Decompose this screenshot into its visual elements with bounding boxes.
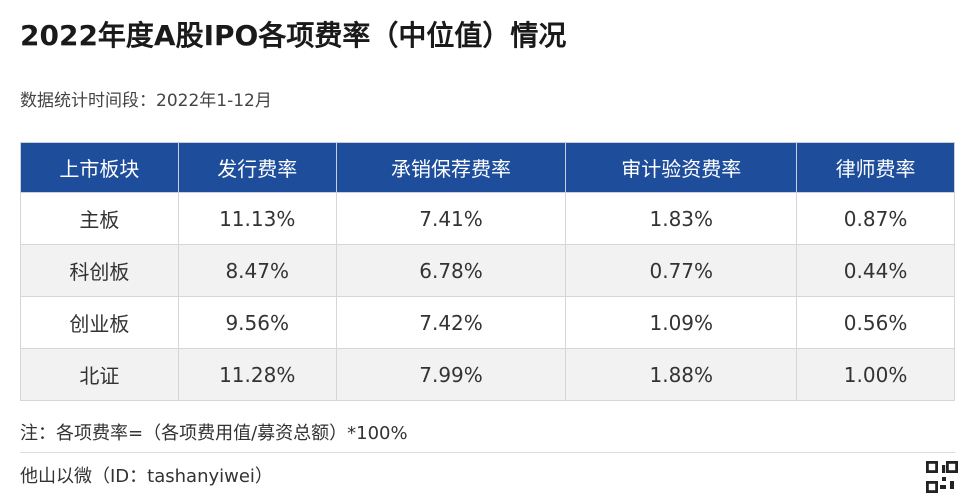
rate-cell: 1.00% <box>796 348 955 401</box>
column-header: 律师费率 <box>796 142 955 193</box>
source: 他山以微（ID：tashanyiwei） <box>20 466 273 487</box>
table-body: 主板 11.13% 7.41% 1.83% 0.87% 科创板 8.47% 6.78% 0.77… <box>20 192 955 401</box>
separator <box>20 452 955 453</box>
board-cell: 主板 <box>20 192 179 245</box>
rate-cell: 11.13% <box>177 192 337 245</box>
rate-cell: 7.42% <box>335 296 567 349</box>
table-row: 科创板 8.47% 6.78% 0.77% 0.44% <box>20 244 955 297</box>
rate-cell: 0.44% <box>796 244 955 297</box>
board-cell: 北证 <box>20 348 179 401</box>
rate-cell: 0.56% <box>796 296 955 349</box>
subtitle: 数据统计时间段：2022年1-12月 <box>20 91 272 111</box>
fee-table: 上市板块 发行费率 承销保荐费率 审计验资费率 律师费率 主板 11.13% 7.41% 1.… <box>20 142 955 401</box>
header-row: 上市板块 发行费率 承销保荐费率 审计验资费率 律师费率 <box>20 142 955 193</box>
table-row: 北证 11.28% 7.99% 1.88% 1.00% <box>20 348 955 401</box>
table-row: 创业板 9.56% 7.42% 1.09% 0.56% <box>20 296 955 349</box>
column-header: 上市板块 <box>20 142 179 193</box>
rate-cell: 1.09% <box>565 296 798 349</box>
note: 注：各项费率=（各项费用值/募资总额）*100% <box>20 423 408 444</box>
qr-code <box>926 461 958 493</box>
board-cell: 科创板 <box>20 244 179 297</box>
title: 2022年度A股IPO各项费率（中位值）情况 <box>20 19 567 52</box>
rate-cell: 6.78% <box>335 244 567 297</box>
column-header: 发行费率 <box>177 142 337 193</box>
rate-cell: 8.47% <box>177 244 337 297</box>
rate-cell: 7.99% <box>335 348 567 401</box>
rate-cell: 7.41% <box>335 192 567 245</box>
column-header: 承销保荐费率 <box>335 142 567 193</box>
rate-cell: 1.83% <box>565 192 798 245</box>
rate-cell: 1.88% <box>565 348 798 401</box>
board-cell: 创业板 <box>20 296 179 349</box>
rate-cell: 9.56% <box>177 296 337 349</box>
rate-cell: 0.77% <box>565 244 798 297</box>
rate-cell: 11.28% <box>177 348 337 401</box>
column-header: 审计验资费率 <box>565 142 798 193</box>
table-row: 主板 11.13% 7.41% 1.83% 0.87% <box>20 192 955 245</box>
rate-cell: 0.87% <box>796 192 955 245</box>
